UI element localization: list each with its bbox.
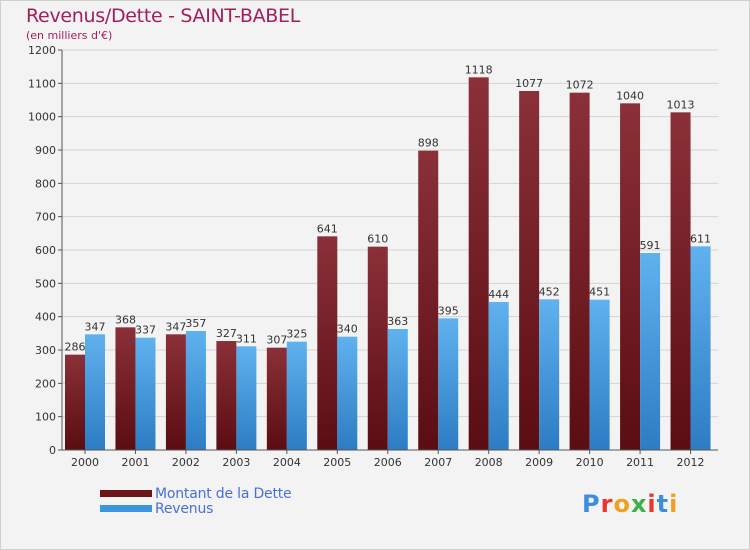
- bar-debt-2006: [367, 246, 388, 450]
- x-tick-label: 2008: [475, 456, 503, 469]
- data-label-revenue-2007: 395: [438, 304, 459, 317]
- data-label-revenue-2004: 325: [286, 328, 307, 341]
- data-label-debt-2001: 368: [115, 313, 136, 326]
- legend-label-revenue: Revenus: [155, 500, 214, 517]
- data-label-debt-2009: 1077: [515, 77, 543, 90]
- y-tick-label: 200: [35, 377, 56, 390]
- y-tick-label: 600: [35, 244, 56, 257]
- bar-debt-2011: [620, 103, 641, 450]
- bar-revenue-2002: [185, 331, 206, 450]
- y-tick-label: 700: [35, 211, 56, 224]
- y-tick-label: 900: [35, 144, 56, 157]
- y-tick-label: 300: [35, 344, 56, 357]
- data-label-revenue-2003: 311: [236, 332, 257, 345]
- bar-debt-2010: [569, 92, 590, 451]
- bar-revenue-2010: [589, 299, 610, 450]
- bar-revenue-2006: [387, 329, 408, 450]
- bar-revenue-2005: [337, 336, 358, 450]
- bar-revenue-2000: [85, 334, 105, 450]
- bar-debt-2005: [317, 236, 338, 450]
- logo-letter: x: [630, 490, 648, 518]
- bar-debt-2008: [468, 77, 489, 450]
- proxiti-logo: Proxiti: [582, 490, 678, 518]
- x-tick-label: 2010: [576, 456, 604, 469]
- x-tick-label: 2005: [323, 456, 351, 469]
- data-label-debt-2006: 610: [367, 233, 388, 246]
- data-label-debt-2002: 347: [165, 320, 186, 333]
- bar-debt-2001: [115, 327, 136, 450]
- bar-debt-2002: [165, 334, 186, 450]
- chart-legend: Montant de la Dette Revenus: [100, 485, 292, 517]
- bar-debt-2012: [670, 112, 691, 450]
- data-label-debt-2012: 1013: [667, 98, 695, 111]
- bar-debt-2007: [418, 150, 439, 450]
- bar-revenue-2007: [438, 318, 459, 450]
- y-tick-label: 800: [35, 177, 56, 190]
- x-tick-label: 2000: [71, 456, 99, 469]
- logo-letter: t: [656, 490, 670, 518]
- x-tick-label: 2002: [172, 456, 200, 469]
- data-label-revenue-2010: 451: [589, 286, 610, 299]
- x-tick-label: 2001: [121, 456, 149, 469]
- y-tick-label: 1000: [28, 111, 56, 124]
- bar-revenue-2001: [135, 337, 156, 450]
- bar-revenue-2003: [236, 346, 257, 450]
- data-label-debt-2000: 286: [65, 341, 86, 354]
- chart-title: Revenus/Dette - SAINT-BABEL: [26, 5, 301, 27]
- bar-debt-2003: [216, 341, 237, 450]
- legend-item-debt: Montant de la Dette: [100, 485, 292, 502]
- legend-label-debt: Montant de la Dette: [155, 485, 292, 502]
- y-tick-label: 1200: [28, 44, 56, 57]
- y-tick-label: 500: [35, 277, 56, 290]
- bar-revenue-2009: [539, 299, 560, 450]
- logo-letter: i: [647, 490, 657, 518]
- bar-revenue-2004: [286, 341, 307, 450]
- data-label-debt-2010: 1072: [566, 79, 594, 92]
- y-tick-label: 0: [49, 444, 56, 457]
- y-tick-label: 400: [35, 311, 56, 324]
- logo-letter: o: [613, 490, 631, 518]
- bar-debt-2009: [519, 91, 540, 450]
- bar-revenue-2011: [640, 253, 661, 450]
- bar-revenue-2012: [690, 246, 711, 450]
- logo-letter: r: [600, 490, 614, 518]
- data-label-debt-2003: 327: [216, 327, 237, 340]
- data-label-debt-2011: 1040: [616, 89, 644, 102]
- chart-subtitle: (en milliers d'€): [26, 29, 113, 42]
- bar-revenue-2008: [488, 302, 509, 450]
- data-label-debt-2005: 641: [317, 222, 338, 235]
- data-label-revenue-2001: 337: [135, 324, 156, 337]
- data-label-revenue-2002: 357: [185, 317, 206, 330]
- data-label-revenue-2009: 452: [539, 285, 560, 298]
- legend-item-revenue: Revenus: [100, 500, 291, 517]
- data-label-revenue-2011: 591: [640, 239, 661, 252]
- logo-letter: P: [582, 490, 601, 518]
- data-label-debt-2008: 1118: [465, 63, 493, 76]
- x-tick-label: 2009: [525, 456, 553, 469]
- data-label-debt-2007: 898: [418, 137, 439, 150]
- logo-letter: i: [669, 490, 679, 518]
- y-tick-label: 1100: [28, 77, 56, 90]
- legend-swatch-revenue: [100, 505, 152, 512]
- bar-debt-2004: [266, 347, 287, 450]
- y-tick-label: 100: [35, 411, 56, 424]
- data-label-revenue-2008: 444: [488, 288, 509, 301]
- data-label-revenue-2012: 611: [690, 232, 711, 245]
- x-tick-label: 2012: [677, 456, 705, 469]
- x-tick-label: 2007: [424, 456, 452, 469]
- data-label-revenue-2000: 347: [85, 320, 106, 333]
- x-tick-label: 2006: [374, 456, 402, 469]
- x-tick-label: 2003: [222, 456, 250, 469]
- data-label-revenue-2005: 340: [337, 323, 358, 336]
- x-tick-label: 2011: [626, 456, 654, 469]
- data-label-debt-2004: 307: [266, 334, 287, 347]
- x-tick-label: 2004: [273, 456, 301, 469]
- data-label-revenue-2006: 363: [387, 315, 408, 328]
- legend-swatch-debt: [100, 490, 152, 497]
- bar-debt-2000: [65, 354, 85, 450]
